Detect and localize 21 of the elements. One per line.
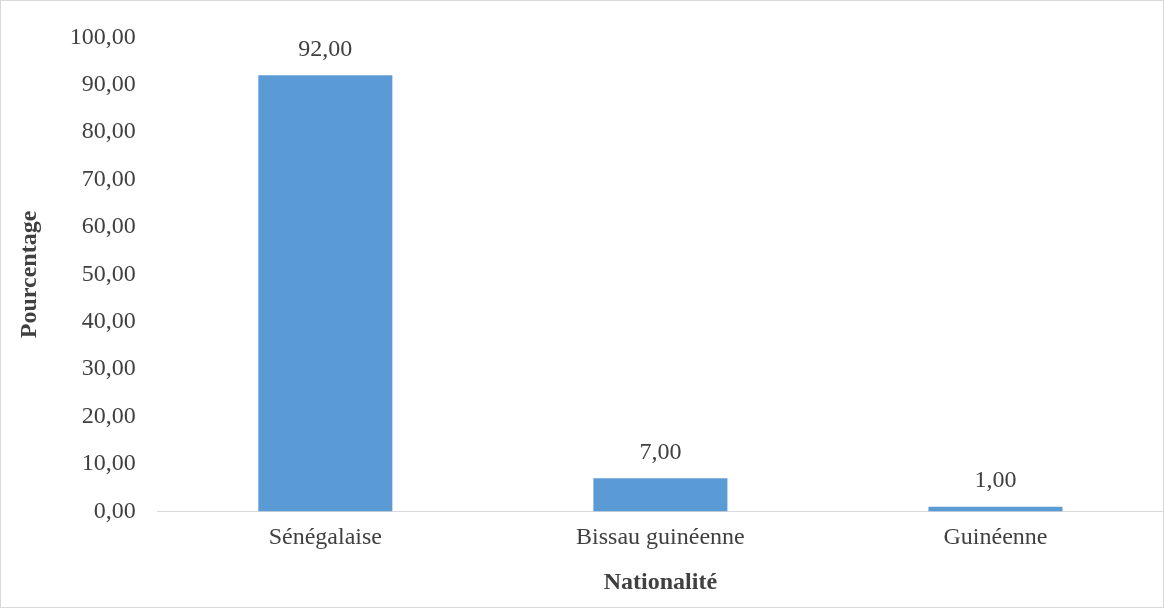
bar (258, 75, 393, 512)
y-tick-label: 70,00 (81, 164, 136, 191)
x-axis-title: Nationalité (603, 567, 718, 594)
y-tick-label: 60,00 (81, 212, 136, 239)
y-tick-label: 50,00 (81, 259, 136, 286)
y-tick-label: 20,00 (81, 401, 136, 428)
y-tick-label: 10,00 (81, 449, 136, 476)
y-tick-label: 0,00 (93, 496, 136, 523)
bar (593, 478, 728, 512)
data-label: 1,00 (974, 465, 1017, 492)
x-tick-label: Sénégalaise (268, 523, 382, 550)
x-tick-label: Bissau guinéenne (576, 523, 745, 550)
y-tick-label: 30,00 (81, 354, 136, 381)
data-label: 92,00 (298, 34, 353, 61)
x-tick-label: Guinéenne (943, 523, 1048, 550)
y-axis-title: Pourcentage (14, 210, 41, 339)
y-tick-label: 40,00 (81, 307, 136, 334)
y-tick-label: 90,00 (81, 70, 136, 97)
y-tick-label: 80,00 (81, 117, 136, 144)
y-tick-label: 100,00 (69, 22, 136, 49)
data-label: 7,00 (639, 437, 682, 464)
